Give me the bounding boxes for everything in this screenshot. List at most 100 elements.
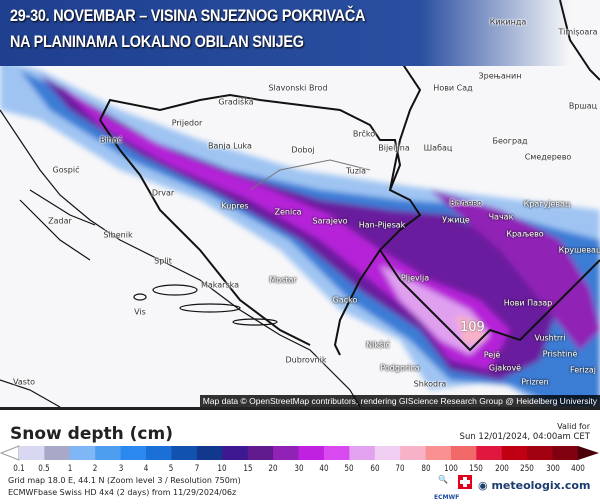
snow-depth-map[interactable]: 29-30. NOVEMBAR – VISINA SNJEZNOG POKRIV… bbox=[0, 0, 600, 407]
city-label: Ужице bbox=[442, 215, 470, 225]
city-label: Bijeljina bbox=[378, 143, 410, 153]
tick-label: 1 bbox=[67, 464, 73, 474]
under-arrow bbox=[0, 445, 20, 461]
tick-label: 7 bbox=[194, 464, 200, 474]
color-swatch bbox=[120, 446, 147, 460]
brand-text: meteologix.com bbox=[491, 479, 591, 492]
color-swatch bbox=[374, 446, 401, 460]
valid-label: Valid for bbox=[557, 422, 590, 431]
tick-label: 150 bbox=[469, 464, 484, 474]
color-swatch bbox=[95, 446, 122, 460]
color-swatch bbox=[196, 446, 223, 460]
city-label: Gacko bbox=[332, 295, 358, 305]
tick-label: 0.1 bbox=[13, 464, 25, 474]
city-label: Dubrovnik bbox=[285, 355, 327, 365]
swiss-flag-icon bbox=[458, 475, 472, 489]
color-swatch bbox=[222, 446, 249, 460]
swiss-hd-logo: 🔍 bbox=[438, 475, 448, 484]
color-swatch bbox=[323, 446, 350, 460]
coastline bbox=[0, 109, 361, 407]
entity-border bbox=[249, 159, 371, 191]
legend-title: Snow depth (cm) bbox=[10, 424, 173, 444]
city-label: Нови Пазар bbox=[503, 298, 553, 308]
model-info: ECMWFbase Swiss HD 4x4 (2 days) from 11/… bbox=[8, 488, 237, 497]
color-swatch bbox=[425, 446, 452, 460]
city-label: Prizren bbox=[521, 377, 549, 387]
color-scale-bar bbox=[0, 445, 599, 461]
city-label: Zenica bbox=[274, 207, 302, 217]
city-label: Nikšić bbox=[366, 340, 390, 350]
city-label: Šibenik bbox=[103, 230, 133, 240]
map-attribution[interactable]: Map data © OpenStreetMap contributors, r… bbox=[199, 395, 600, 407]
city-label: Han-Pijesak bbox=[358, 220, 406, 230]
city-label: Timișoara bbox=[558, 27, 598, 37]
city-label: Краљево bbox=[506, 229, 544, 239]
city-label: Чачак bbox=[488, 212, 514, 222]
tick-label: 200 bbox=[494, 464, 509, 474]
city-label: Zadar bbox=[48, 216, 72, 226]
color-swatch bbox=[349, 446, 376, 460]
title-line-2: NA PLANINAMA LOKALNO OBILAN SNIJEG bbox=[10, 32, 304, 51]
city-label: Slavonski Brod bbox=[268, 83, 328, 93]
city-label: Mostar bbox=[269, 275, 297, 285]
tick-label: 5 bbox=[169, 464, 174, 474]
city-label: Београд bbox=[492, 136, 528, 146]
city-label: Doboj bbox=[291, 145, 315, 155]
color-swatch bbox=[69, 446, 96, 460]
color-swatch bbox=[552, 446, 579, 460]
color-swatch bbox=[527, 446, 554, 460]
ecmwf-logo: ECMWF bbox=[434, 494, 460, 501]
city-label: Vasto bbox=[13, 377, 35, 387]
over-arrow bbox=[578, 446, 599, 460]
color-swatch bbox=[247, 446, 274, 460]
tick-label: 60 bbox=[370, 464, 380, 474]
city-label: Gospić bbox=[52, 165, 80, 175]
city-label: Banja Luka bbox=[208, 141, 252, 151]
tick-label: 15 bbox=[243, 464, 253, 474]
tick-label: 4 bbox=[143, 464, 149, 474]
map-divider bbox=[0, 407, 600, 410]
city-label: Кикинда bbox=[489, 17, 527, 27]
tick-label: 300 bbox=[545, 464, 560, 474]
title-line-1: 29-30. NOVEMBAR – VISINA SNJEZNOG POKRIV… bbox=[10, 6, 366, 25]
color-swatch bbox=[44, 446, 71, 460]
city-label: Prishtinë bbox=[542, 349, 578, 359]
meteologix-logo[interactable]: ◉ meteologix.com bbox=[478, 479, 591, 492]
tick-label: 10 bbox=[217, 464, 227, 474]
color-swatch bbox=[146, 446, 172, 460]
city-label: Pljevlja bbox=[400, 273, 430, 283]
snow-field bbox=[0, 60, 600, 407]
color-swatch bbox=[501, 446, 528, 460]
tick-label: 70 bbox=[395, 464, 405, 474]
city-label: Нови Сад bbox=[433, 83, 473, 93]
tick-label: 250 bbox=[520, 464, 535, 474]
tick-label: 30 bbox=[293, 464, 304, 474]
city-label: Brčko bbox=[352, 129, 376, 139]
grid-info: Grid map 18.0 E, 44.1 N (Zoom level 3 / … bbox=[8, 476, 241, 485]
color-swatch bbox=[273, 446, 299, 460]
tick-label: 50 bbox=[344, 464, 354, 474]
city-label: Крагујевац bbox=[523, 199, 571, 209]
valid-time: Sun 12/01/2024, 04:00am CET bbox=[459, 432, 590, 442]
city-label: Смедерево bbox=[524, 152, 572, 162]
tick-label: 3 bbox=[118, 464, 123, 474]
title-banner: 29-30. NOVEMBAR – VISINA SNJEZNOG POKRIV… bbox=[0, 0, 600, 66]
tick-label: 100 bbox=[444, 464, 458, 474]
tick-label: 20 bbox=[268, 464, 278, 474]
city-label: Крушевац bbox=[558, 245, 600, 255]
color-swatch bbox=[298, 446, 325, 460]
city-label: Prijedor bbox=[171, 118, 203, 128]
city-label: Makarska bbox=[200, 280, 240, 290]
color-swatch bbox=[171, 446, 198, 460]
city-label: Vis bbox=[134, 307, 146, 317]
tick-label: 40 bbox=[319, 464, 329, 474]
city-label: Tuzla bbox=[345, 166, 367, 176]
city-label: Pejë bbox=[483, 350, 501, 360]
city-label: Podgorica bbox=[380, 363, 420, 373]
city-label: Shkodra bbox=[413, 379, 447, 389]
city-label: Drvar bbox=[151, 188, 175, 198]
city-label: Sarajevo bbox=[312, 216, 348, 226]
city-label: Bihać bbox=[99, 135, 123, 145]
tick-label: 2 bbox=[92, 464, 98, 474]
city-label: Шабац bbox=[423, 143, 453, 153]
